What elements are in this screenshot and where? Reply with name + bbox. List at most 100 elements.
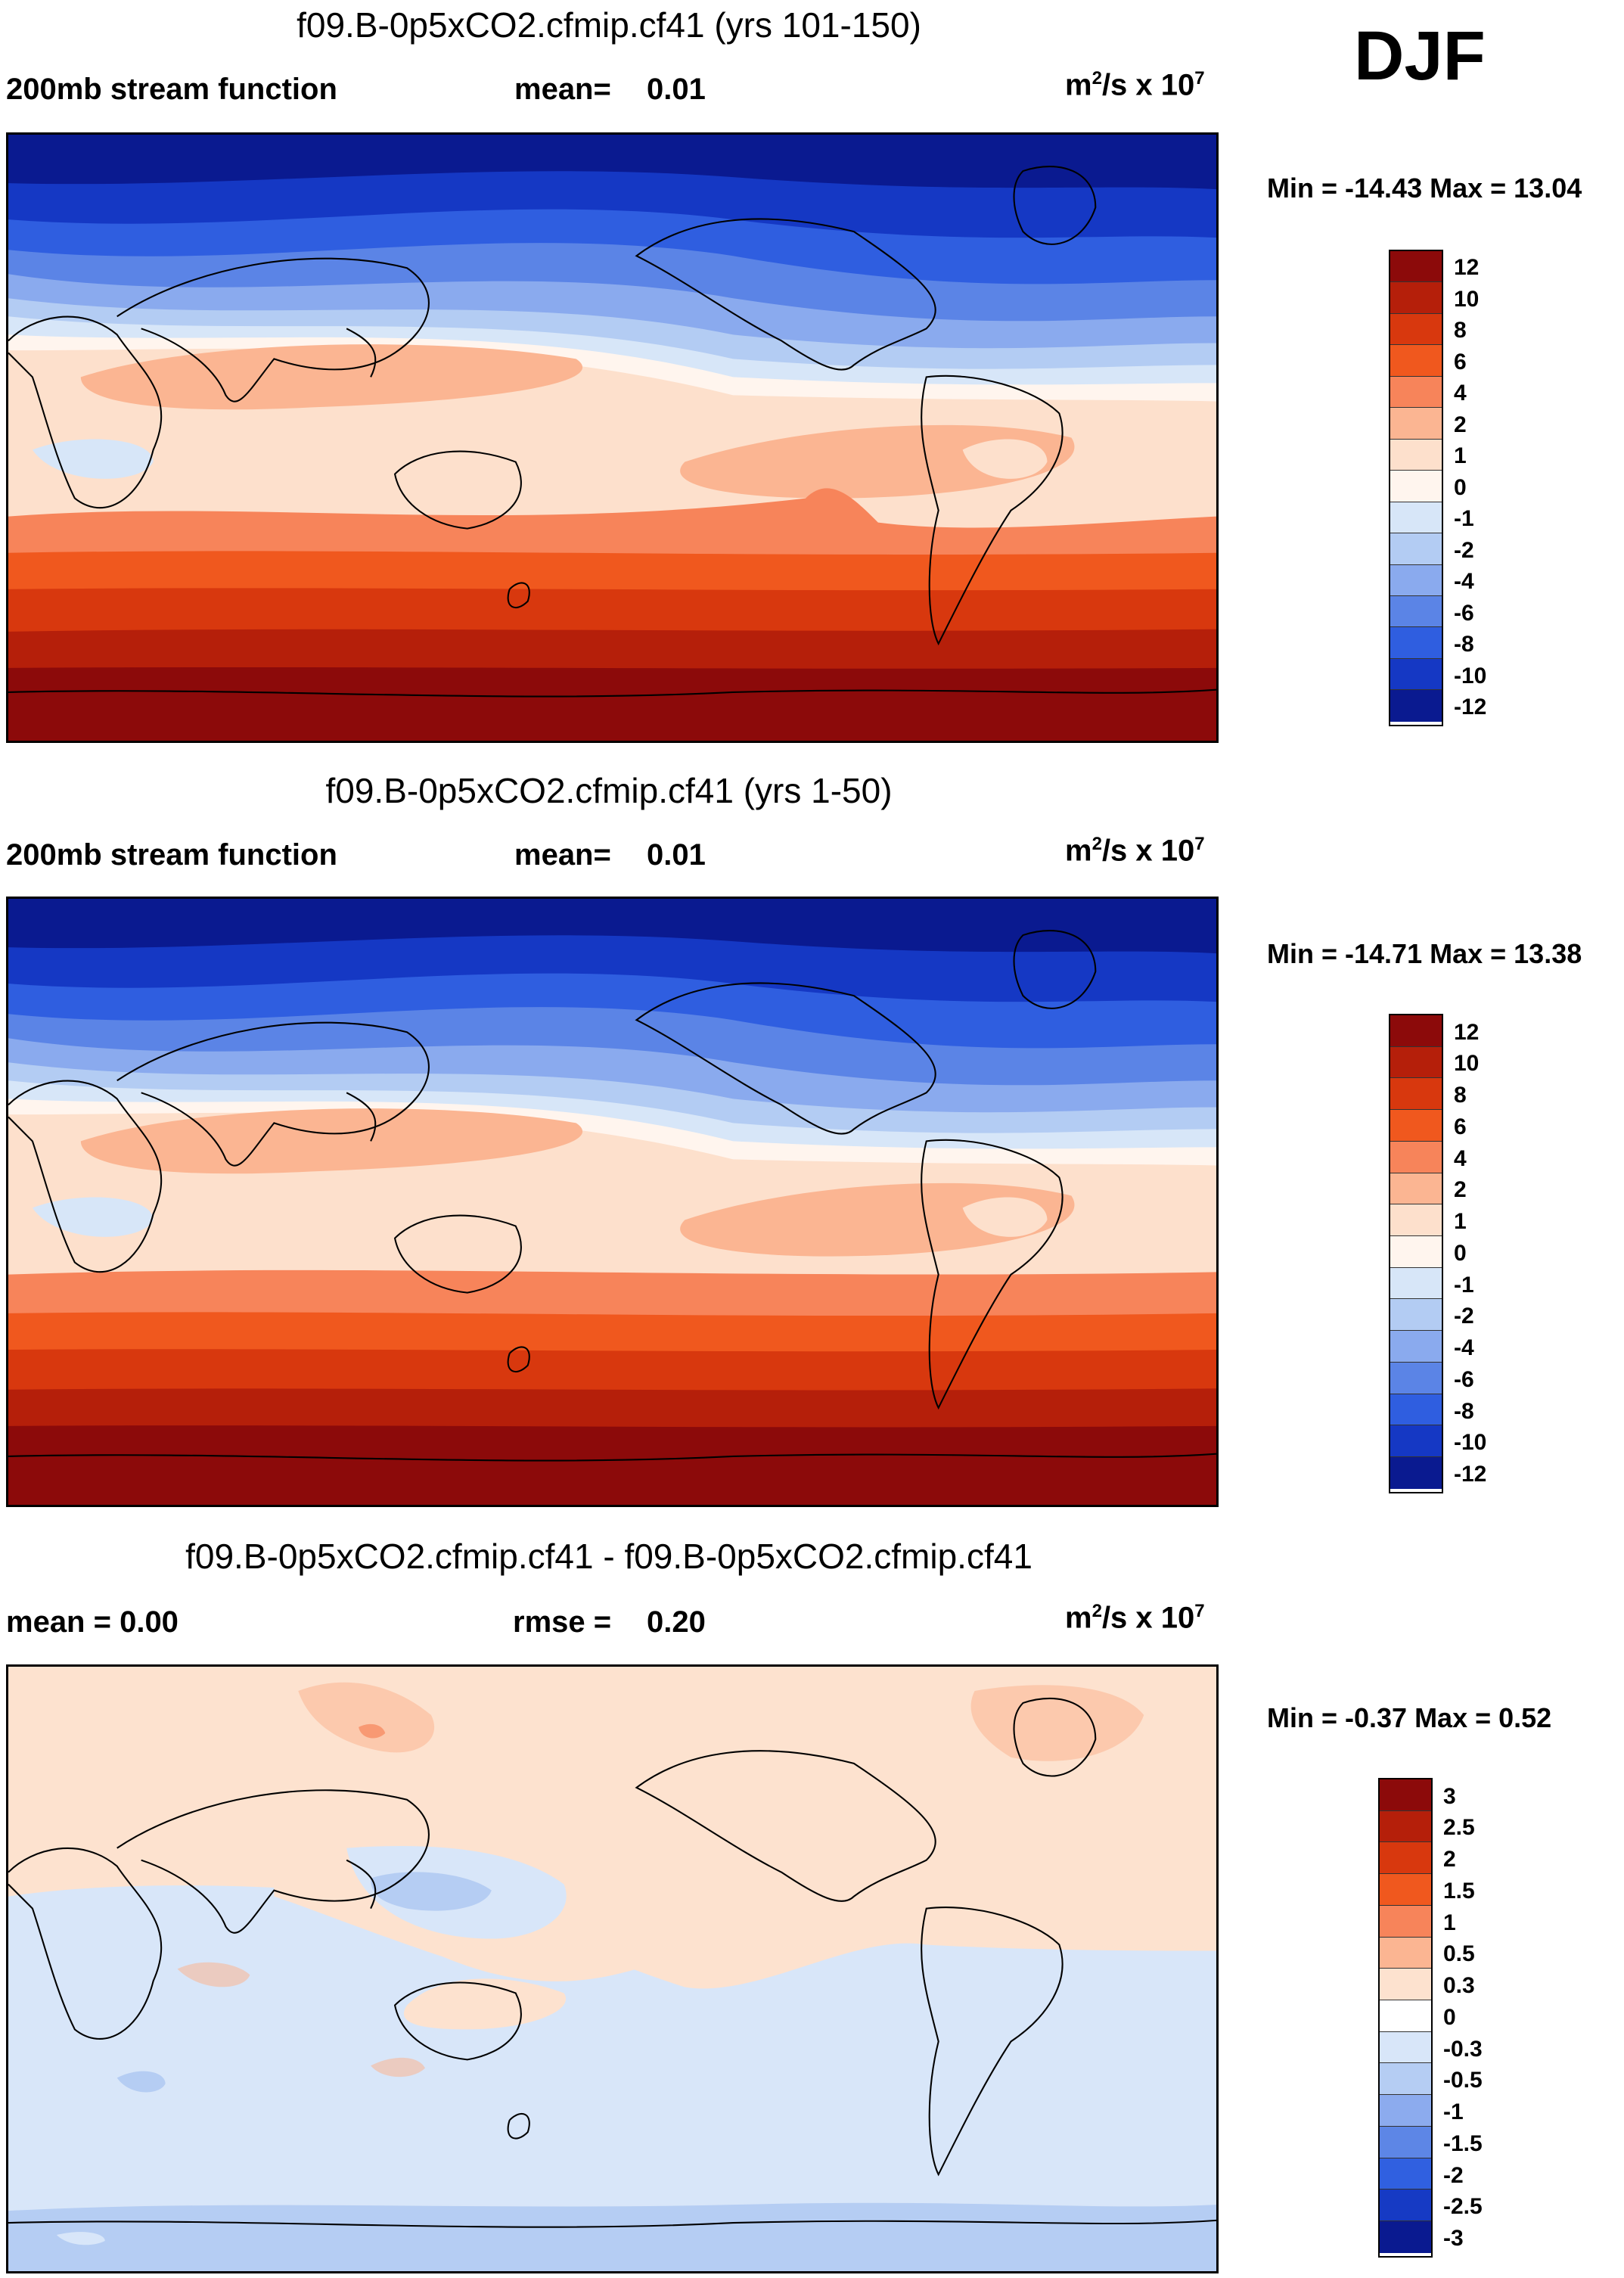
panel3-title: f09.B-0p5xCO2.cfmip.cf41 - f09.B-0p5xCO2…: [185, 1537, 1032, 1576]
colorbar-segment: [1390, 627, 1442, 659]
colorbar-tick-label: 6: [1454, 349, 1467, 374]
colorbar-tick-label: 1: [1454, 443, 1467, 469]
panel1-mean-label: mean=: [514, 73, 611, 106]
colorbar-tick-label: 0.5: [1443, 1941, 1475, 1967]
colorbar-segment: [1380, 1905, 1431, 1938]
colorbar-segment: [1390, 471, 1442, 502]
colorbar-segment: [1390, 282, 1442, 314]
colorbar-tick-label: -10: [1454, 663, 1487, 688]
panel3-map: [6, 1664, 1219, 2273]
panel3-units: m2/s x 107: [1065, 1601, 1205, 1635]
colorbar-segment: [1390, 1173, 1442, 1205]
colorbar-segment: [1390, 1015, 1442, 1047]
colorbar-tick-label: 10: [1454, 1051, 1480, 1077]
colorbar-tick-label: -0.3: [1443, 2036, 1483, 2062]
colorbar-segment: [1380, 2189, 1431, 2222]
colorbar-tick-label: 10: [1454, 286, 1480, 312]
colorbar-segment: [1390, 1110, 1442, 1142]
colorbar-segment: [1380, 1937, 1431, 1969]
panel3-min-max: Min = -0.37 Max = 0.52: [1267, 1702, 1552, 1733]
panel2-mean-value: 0.01: [647, 838, 706, 872]
panel1-colorbar-ticks: 12 10 8 6 4 2 1 0 -1 -2 -4 -6 -8 -10 -12: [1454, 250, 1545, 726]
colorbar-segment: [1380, 1779, 1431, 1811]
colorbar-tick-label: 2: [1443, 1847, 1456, 1872]
panel1-units: m2/s x 107: [1065, 68, 1205, 102]
colorbar-tick-label: -10: [1454, 1430, 1487, 1456]
colorbar-tick-label: 1: [1443, 1910, 1456, 1935]
colorbar-segment: [1390, 595, 1442, 628]
panel2-contour-plot: [8, 899, 1216, 1505]
colorbar-segment: [1380, 2000, 1431, 2032]
colorbar-tick-label: 4: [1454, 381, 1467, 406]
panel1-variable-label: 200mb stream function: [6, 73, 337, 106]
panel2-variable-label: 200mb stream function: [6, 838, 337, 872]
colorbar-segment: [1380, 1842, 1431, 1875]
panel2-colorbar-ticks: 12 10 8 6 4 2 1 0 -1 -2 -4 -6 -8 -10 -12: [1454, 1014, 1545, 1493]
panel3-colorbar-ticks: 3 2.5 2 1.5 1 0.5 0.3 0 -0.3 -0.5 -1 -1.5 -2 -2.5 -3: [1443, 1778, 1534, 2258]
panel2-units: m2/s x 107: [1065, 834, 1205, 868]
colorbar-segment: [1390, 376, 1442, 409]
colorbar-segment: [1380, 2063, 1431, 2096]
colorbar-segment: [1390, 1267, 1442, 1300]
panel3-rmse-label: rmse =: [513, 1605, 612, 1639]
panel1-contour-plot: [8, 135, 1216, 741]
colorbar-tick-label: -2: [1454, 537, 1474, 563]
colorbar-segment: [1390, 1331, 1442, 1363]
colorbar-tick-label: -6: [1454, 600, 1474, 626]
panel3-mean-label: mean = 0.00: [6, 1605, 179, 1639]
colorbar-tick-label: 4: [1454, 1145, 1467, 1171]
colorbar-tick-label: 2: [1454, 1177, 1467, 1203]
colorbar-segment: [1390, 1394, 1442, 1426]
colorbar-tick-label: 12: [1454, 1019, 1480, 1045]
colorbar-segment: [1390, 690, 1442, 722]
panel1-min-max: Min = -14.43 Max = 13.04: [1267, 172, 1582, 204]
colorbar-tick-label: -8: [1454, 1398, 1474, 1424]
colorbar-tick-label: -2: [1443, 2162, 1464, 2188]
colorbar-segment: [1380, 1874, 1431, 1906]
colorbar-segment: [1390, 1204, 1442, 1237]
colorbar-tick-label: 2.5: [1443, 1815, 1475, 1841]
panel1-mean-value: 0.01: [647, 73, 706, 106]
colorbar-segment: [1390, 1457, 1442, 1489]
colorbar-segment: [1390, 345, 1442, 377]
colorbar-segment: [1390, 502, 1442, 534]
colorbar-segment: [1390, 564, 1442, 596]
colorbar-tick-label: 2: [1454, 412, 1467, 437]
colorbar-tick-label: -8: [1454, 632, 1474, 657]
panel3-rmse-value: 0.20: [647, 1605, 706, 1639]
colorbar-tick-label: 12: [1454, 255, 1480, 281]
colorbar-tick-label: -12: [1454, 695, 1487, 719]
colorbar-segment: [1380, 1810, 1431, 1843]
colorbar-tick-label: 0: [1454, 1240, 1467, 1266]
colorbar-tick-label: -12: [1454, 1462, 1487, 1487]
colorbar-tick-label: -1: [1454, 506, 1474, 532]
colorbar-segment: [1390, 251, 1442, 283]
colorbar-segment: [1380, 2031, 1431, 2064]
panel3-colorbar: [1378, 1778, 1433, 2258]
colorbar-tick-label: 0: [1454, 474, 1467, 500]
colorbar-segment: [1390, 1141, 1442, 1173]
colorbar-segment: [1380, 2095, 1431, 2127]
colorbar-segment: [1390, 533, 1442, 565]
colorbar-segment: [1390, 658, 1442, 691]
season-label: DJF: [1354, 17, 1486, 95]
panel2-colorbar: [1389, 1014, 1443, 1493]
panel2-title: f09.B-0p5xCO2.cfmip.cf41 (yrs 1-50): [325, 771, 893, 810]
colorbar-segment: [1390, 408, 1442, 440]
colorbar-segment: [1390, 1425, 1442, 1458]
colorbar-segment: [1390, 1046, 1442, 1079]
colorbar-segment: [1380, 1969, 1431, 2001]
colorbar-tick-label: 6: [1454, 1114, 1467, 1139]
colorbar-segment: [1380, 2158, 1431, 2190]
colorbar-tick-label: -6: [1454, 1366, 1474, 1392]
colorbar-tick-label: -1.5: [1443, 2130, 1483, 2156]
colorbar-tick-label: -2.5: [1443, 2194, 1483, 2220]
colorbar-tick-label: -0.5: [1443, 2068, 1483, 2093]
colorbar-tick-label: 0.3: [1443, 1973, 1475, 1999]
colorbar-tick-label: -3: [1443, 2226, 1464, 2251]
colorbar-tick-label: -4: [1454, 569, 1474, 595]
colorbar-segment: [1390, 1078, 1442, 1111]
colorbar-tick-label: -4: [1454, 1335, 1474, 1361]
colorbar-tick-label: 1.5: [1443, 1878, 1475, 1904]
panel2-mean-label: mean=: [514, 838, 611, 872]
